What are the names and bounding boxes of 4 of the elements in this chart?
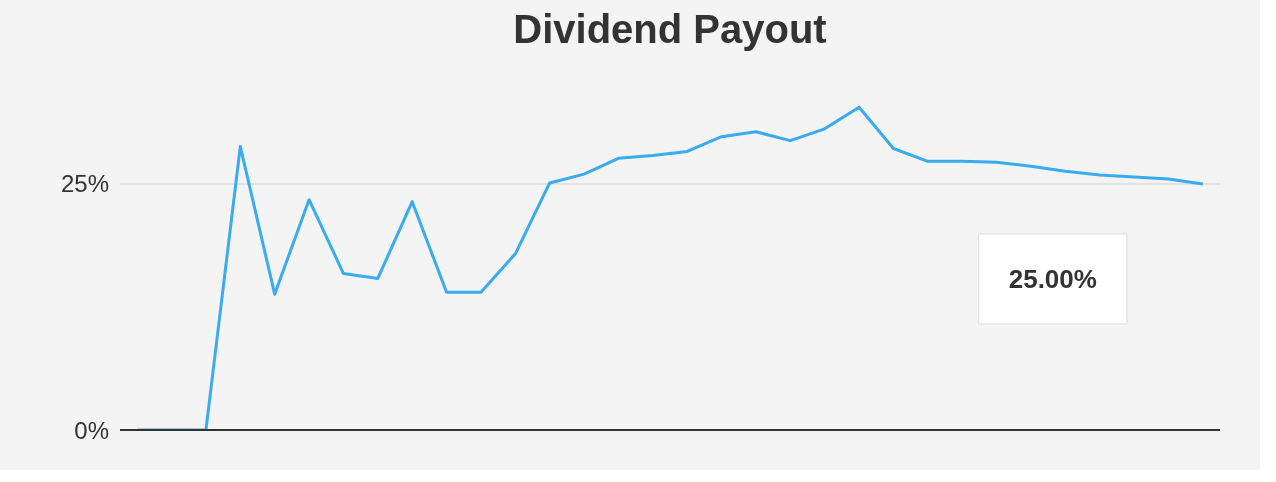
- annotation: 25.00%: [1008, 263, 1097, 294]
- chart-title: Dividend Payout: [513, 7, 827, 51]
- y-tick-label: 25%: [60, 170, 110, 198]
- y-tick-label: 0%: [74, 416, 109, 444]
